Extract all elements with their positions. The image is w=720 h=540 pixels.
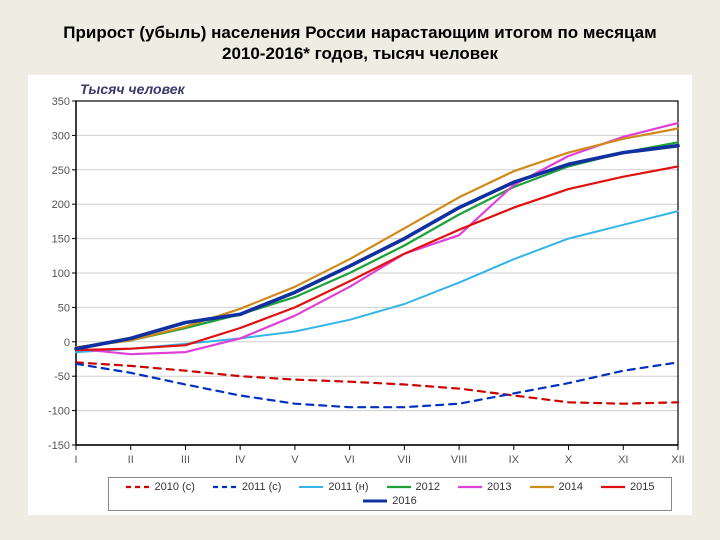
legend-item-2011n: 2011 (н) (299, 481, 368, 493)
legend-item-2011c: 2011 (с) (213, 481, 282, 493)
line-chart: -150-100-50050100150200250300350IIIIIIIV… (28, 75, 692, 515)
legend-item-2014: 2014 (530, 481, 583, 493)
svg-text:50: 50 (58, 302, 70, 314)
legend-swatch-2016 (363, 496, 387, 506)
svg-text:IV: IV (235, 454, 246, 466)
svg-text:-50: -50 (54, 371, 70, 383)
svg-text:150: 150 (52, 233, 70, 245)
legend-label-2016: 2016 (392, 495, 416, 507)
legend-label-2011n: 2011 (н) (328, 481, 368, 493)
svg-text:-150: -150 (48, 440, 70, 452)
svg-text:200: 200 (52, 199, 70, 211)
svg-text:III: III (181, 454, 190, 466)
legend-swatch-2013 (458, 482, 482, 492)
svg-text:-100: -100 (48, 405, 70, 417)
legend-item-2010c: 2010 (с) (126, 481, 195, 493)
legend-item-2016: 2016 (363, 495, 416, 507)
legend-label-2015: 2015 (630, 481, 654, 493)
svg-text:300: 300 (52, 130, 70, 142)
legend-swatch-2010c (126, 482, 150, 492)
svg-text:IX: IX (509, 454, 520, 466)
legend-label-2013: 2013 (487, 481, 511, 493)
svg-text:250: 250 (52, 164, 70, 176)
svg-text:0: 0 (64, 336, 70, 348)
svg-text:100: 100 (52, 268, 70, 280)
svg-text:350: 350 (52, 96, 70, 108)
legend-swatch-2011c (213, 482, 237, 492)
legend-swatch-2012 (387, 482, 411, 492)
chart-panel: Тысяч человек -150-100-50050100150200250… (28, 75, 692, 515)
legend-item-2015: 2015 (601, 481, 654, 493)
legend-label-2012: 2012 (416, 481, 440, 493)
chart-title: Прирост (убыль) населения России нараста… (58, 22, 662, 65)
legend-label-2010c: 2010 (с) (155, 481, 195, 493)
legend-swatch-2011n (299, 482, 323, 492)
legend-swatch-2015 (601, 482, 625, 492)
svg-text:VI: VI (344, 454, 354, 466)
title-line-1: Прирост (убыль) населения России нараста… (63, 23, 656, 42)
svg-text:VII: VII (398, 454, 411, 466)
legend-item-2013: 2013 (458, 481, 511, 493)
legend-item-2012: 2012 (387, 481, 440, 493)
legend-label-2011c: 2011 (с) (242, 481, 282, 493)
legend-swatch-2014 (530, 482, 554, 492)
slide: Прирост (убыль) населения России нараста… (0, 0, 720, 540)
svg-text:XI: XI (618, 454, 628, 466)
svg-text:V: V (291, 454, 299, 466)
svg-text:X: X (565, 454, 573, 466)
svg-text:VIII: VIII (451, 454, 468, 466)
legend-label-2014: 2014 (559, 481, 583, 493)
svg-text:II: II (128, 454, 134, 466)
svg-text:I: I (74, 454, 77, 466)
title-line-2: 2010-2016* годов, тысяч человек (222, 44, 498, 63)
svg-text:XII: XII (671, 454, 684, 466)
legend: 2010 (с) 2011 (с) 2011 (н) 2012 2013 2014 2015… (108, 477, 672, 511)
